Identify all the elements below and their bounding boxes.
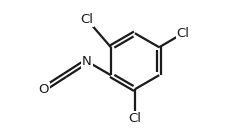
Text: N: N [81,55,91,68]
Text: O: O [38,83,48,96]
Text: Cl: Cl [128,112,141,125]
Text: Cl: Cl [80,13,93,26]
Text: Cl: Cl [176,27,189,40]
